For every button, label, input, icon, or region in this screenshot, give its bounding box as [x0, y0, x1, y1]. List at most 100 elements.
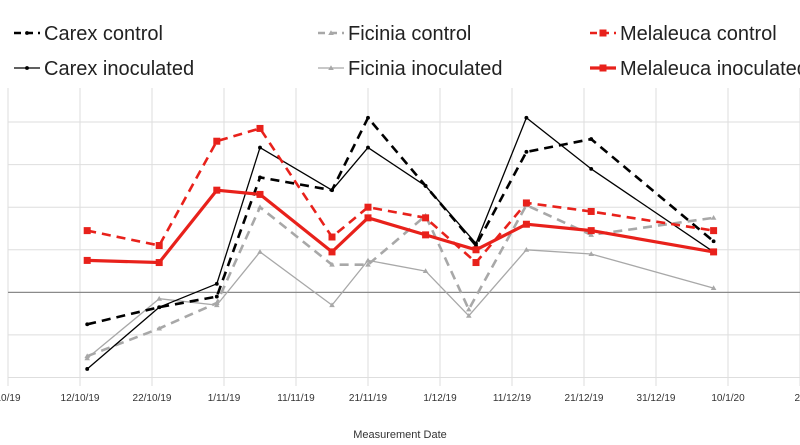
legend-item: Carex inoculated [14, 58, 194, 80]
data-point [214, 294, 219, 299]
legend-item: Ficinia control [318, 23, 471, 45]
x-tick-label: 10/19 [0, 393, 21, 404]
data-point [156, 325, 162, 331]
x-axis-title: Measurement Date [353, 429, 447, 441]
legend-item: Carex control [14, 23, 163, 45]
data-point [258, 145, 262, 150]
data-point [328, 233, 336, 241]
data-point [587, 207, 595, 215]
data-point [256, 124, 264, 132]
data-point [522, 199, 530, 207]
data-point [710, 227, 718, 235]
data-point [423, 183, 428, 188]
data-point [422, 214, 430, 222]
data-point [156, 295, 162, 301]
data-point [25, 66, 29, 70]
series-line [86, 203, 714, 358]
data-point [710, 248, 718, 256]
x-tick-label: 22/10/19 [133, 393, 172, 404]
legend-label: Carex inoculated [44, 58, 194, 80]
x-tick-label: 21/11/19 [349, 393, 388, 404]
x-axis-ticks: 10/19 12/10/19 22/10/19 1/11/19 11/11/19 21/1… [0, 393, 800, 404]
series-carex-control [85, 115, 716, 327]
data-point [157, 305, 162, 310]
grid [7, 88, 800, 386]
data-point [472, 259, 480, 267]
x-tick-label: 21/12/19 [565, 393, 604, 404]
data-point [710, 285, 717, 291]
data-point [366, 145, 370, 150]
data-point [589, 137, 594, 142]
data-point [83, 256, 91, 264]
x-tick-label: 20 [794, 393, 800, 404]
series-line [86, 116, 715, 326]
data-point [422, 268, 429, 274]
x-tick-label: 12/10/19 [61, 393, 100, 404]
data-point [328, 65, 334, 70]
data-point [85, 367, 90, 371]
x-tick-label: 31/12/19 [637, 393, 676, 404]
series-carex-inoculated [85, 115, 716, 371]
series-line [87, 188, 714, 265]
data-point [257, 204, 263, 210]
data-point [466, 312, 472, 318]
series-ficinia-inoculated [84, 246, 717, 361]
data-point [710, 215, 717, 220]
data-point [422, 231, 430, 239]
data-point [256, 190, 264, 198]
data-point [257, 249, 263, 254]
data-point [522, 220, 530, 228]
series-melaleuca-inoculated [83, 186, 718, 267]
data-point [258, 175, 262, 180]
data-point [588, 251, 594, 256]
data-point [366, 115, 370, 120]
data-point [85, 322, 90, 327]
series-layer [83, 115, 718, 371]
x-tick-label: 1/11/19 [208, 393, 241, 404]
data-point [25, 31, 29, 35]
legend-label: Carex control [44, 23, 163, 45]
data-point [83, 227, 91, 235]
x-tick-label: 11/11/19 [277, 393, 315, 404]
data-point [365, 261, 371, 267]
data-point [474, 241, 478, 246]
data-point [711, 239, 716, 244]
legend-label: Melaleuca control [620, 23, 777, 45]
x-tick-label: 1/12/19 [423, 393, 457, 404]
data-point [523, 246, 530, 252]
data-point [330, 188, 334, 193]
data-point [329, 302, 335, 308]
data-point [588, 232, 594, 237]
x-tick-label: 10/1/20 [711, 393, 745, 404]
data-point [329, 261, 335, 267]
data-point [587, 227, 595, 235]
data-point [472, 246, 480, 254]
legend-item: Melaleuca inoculated [590, 58, 800, 80]
data-point [365, 257, 371, 263]
data-point [84, 355, 90, 361]
data-point [524, 115, 529, 120]
data-point [524, 149, 529, 154]
data-point [213, 137, 221, 145]
legend-label: Melaleuca inoculated [620, 58, 800, 80]
data-point [599, 29, 607, 37]
data-point [155, 259, 163, 267]
series-melaleuca-control [83, 124, 718, 267]
data-point [364, 214, 372, 222]
data-point [214, 281, 219, 286]
legend-label: Ficinia control [348, 23, 471, 45]
data-point [466, 306, 472, 312]
legend-item: Melaleuca control [590, 23, 777, 45]
legend: Carex control Ficinia control Melaleuca co… [14, 23, 800, 80]
data-point [328, 30, 334, 35]
data-point [214, 302, 220, 308]
legend-label: Ficinia inoculated [348, 58, 503, 80]
data-point [328, 248, 336, 256]
data-point [599, 64, 607, 72]
data-point [213, 186, 221, 194]
data-point [155, 242, 163, 250]
x-tick-label: 11/12/19 [493, 393, 532, 404]
data-point [364, 203, 372, 211]
series-line [86, 117, 714, 370]
